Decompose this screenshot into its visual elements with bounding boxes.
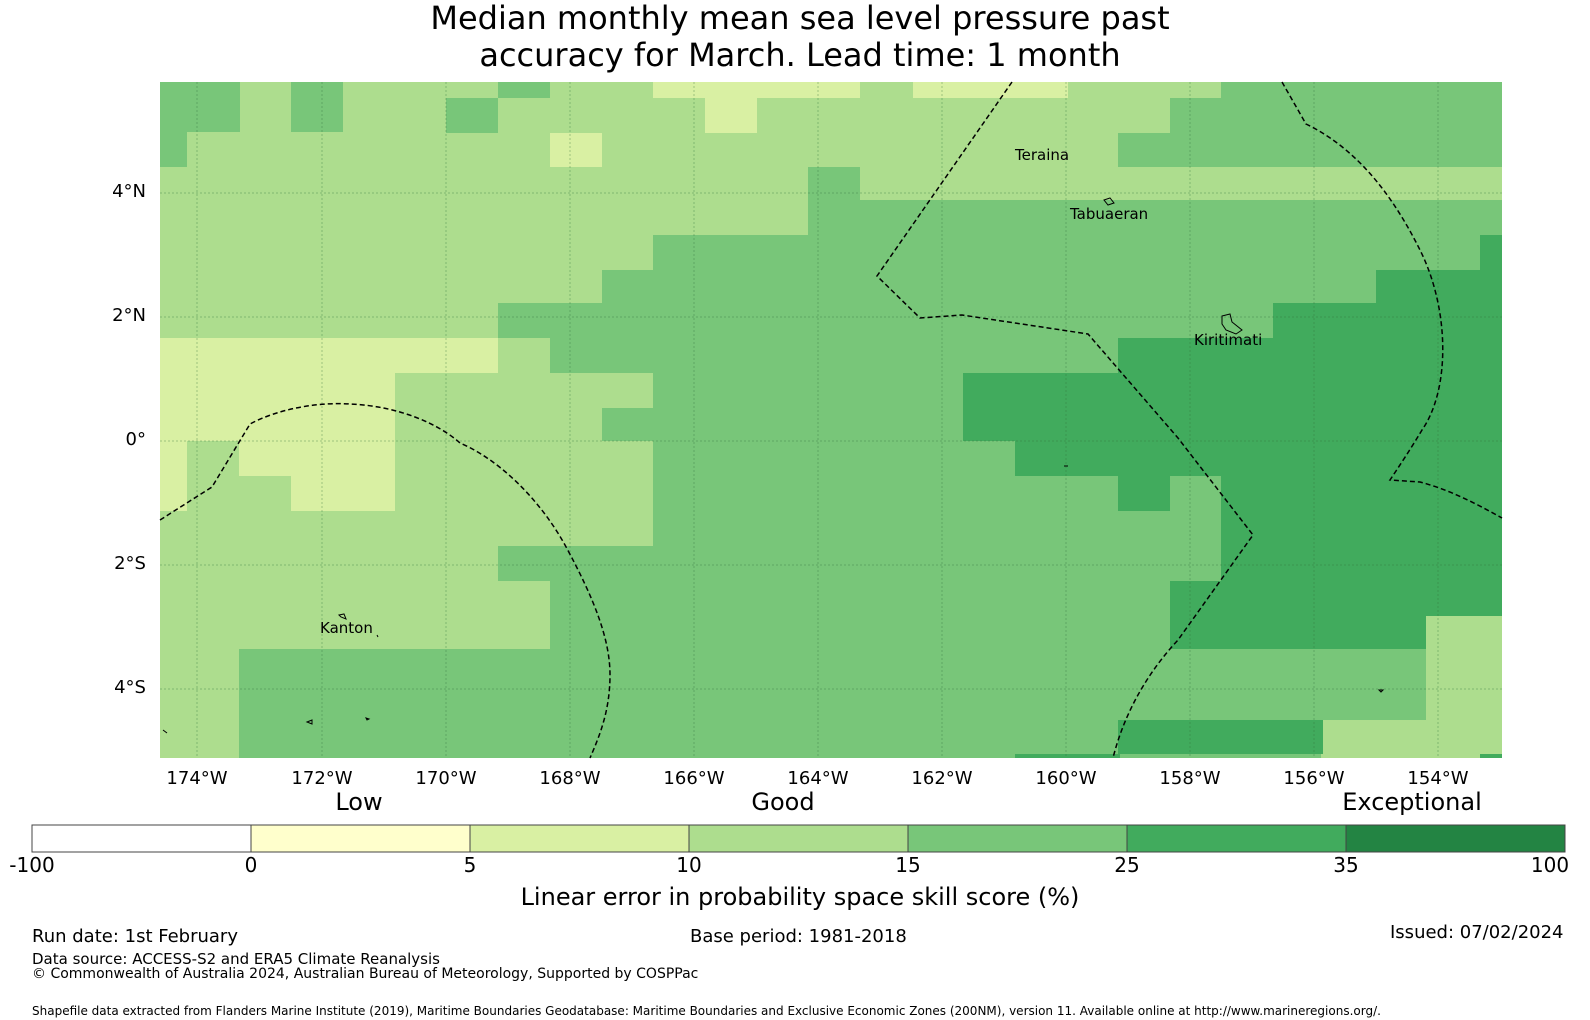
kanton-island-shape (337, 613, 347, 620)
skill-moderate-patches (1321, 616, 1502, 758)
colorbar-segment-7 (1345, 824, 1566, 853)
lon-label-158w: 158°W (1159, 768, 1221, 789)
colorbar-tick-0: 0 (244, 853, 258, 877)
lat-label-equator: 0° (125, 429, 146, 450)
place-label-teraina: Teraina (1015, 146, 1070, 164)
colorbar-tick-15: 15 (895, 853, 921, 877)
copyright-notice: © Commonwealth of Australia 2024, Austra… (32, 966, 699, 982)
colorbar-tick-35: 35 (1333, 853, 1359, 877)
map-title-line-1: Median monthly mean sea level pressure p… (430, 0, 1170, 37)
colorbar-tick-minus-100: -100 (9, 853, 55, 877)
lon-label-156w: 156°W (1283, 768, 1345, 789)
map-title-line-2: accuracy for March. Lead time: 1 month (479, 36, 1121, 74)
lat-label-2n: 2°N (112, 305, 146, 326)
shapefile-credit: Shapefile data extracted from Flanders M… (32, 1004, 1381, 1018)
lat-label-4n: 4°N (112, 181, 146, 202)
colorbar-title: Linear error in probability space skill … (520, 883, 1080, 911)
small-island-shape-4 (162, 729, 168, 734)
colorbar-segment-4 (688, 824, 909, 853)
place-label-tabuaeran: Tabuaeran (1070, 205, 1149, 223)
lon-label-174w: 174°W (166, 768, 228, 789)
run-date: Run date: 1st February (32, 926, 238, 947)
colorbar-segment-5 (907, 824, 1128, 853)
colorbar-tick-5: 5 (463, 853, 477, 877)
base-period: Base period: 1981-2018 (690, 926, 907, 947)
lon-label-160w: 160°W (1035, 768, 1097, 789)
colorbar-segment-6 (1126, 824, 1347, 853)
island-outlines (162, 197, 1385, 734)
legend-category-low: Low (335, 788, 383, 816)
colorbar-segment-1 (31, 824, 252, 853)
lon-label-154w: 154°W (1407, 768, 1469, 789)
kiritimati-island-shape (1221, 313, 1243, 335)
small-island-shape-2 (365, 717, 371, 721)
colorbar-segment-2 (250, 824, 471, 853)
legend-category-exceptional: Exceptional (1342, 788, 1482, 816)
lon-label-162w: 162°W (911, 768, 973, 789)
skill-high-patches (963, 235, 1502, 758)
issued-date: Issued: 07/02/2024 (1390, 922, 1564, 943)
lat-label-2s: 2°S (114, 553, 146, 574)
small-island-shape-1 (305, 719, 313, 725)
lon-label-164w: 164°W (787, 768, 849, 789)
colorbar-tick-10: 10 (676, 853, 702, 877)
colorbar-segment-3 (469, 824, 690, 853)
legend-category-good: Good (751, 788, 815, 816)
lon-label-172w: 172°W (291, 768, 353, 789)
tabuaeran-island-shape (1103, 197, 1115, 206)
colorbar (31, 824, 1566, 853)
lon-label-166w: 166°W (663, 768, 725, 789)
data-source: Data source: ACCESS-S2 and ERA5 Climate … (32, 950, 440, 968)
map-gridlines (160, 82, 1502, 758)
lon-label-170w: 170°W (415, 768, 477, 789)
lat-label-4s: 4°S (114, 677, 146, 698)
small-island-shape-5 (376, 634, 379, 638)
skill-low-patches (160, 82, 1068, 511)
place-label-kiritimati: Kiritimati (1194, 331, 1263, 349)
colorbar-tick-25: 25 (1114, 853, 1140, 877)
lon-label-168w: 168°W (539, 768, 601, 789)
eez-boundaries (159, 81, 1503, 759)
map-title: Median monthly mean sea level pressure p… (0, 0, 1590, 74)
colorbar-tick-100: 100 (1530, 853, 1570, 877)
place-label-kanton: Kanton (320, 619, 373, 637)
small-island-shape-3 (1377, 689, 1385, 693)
